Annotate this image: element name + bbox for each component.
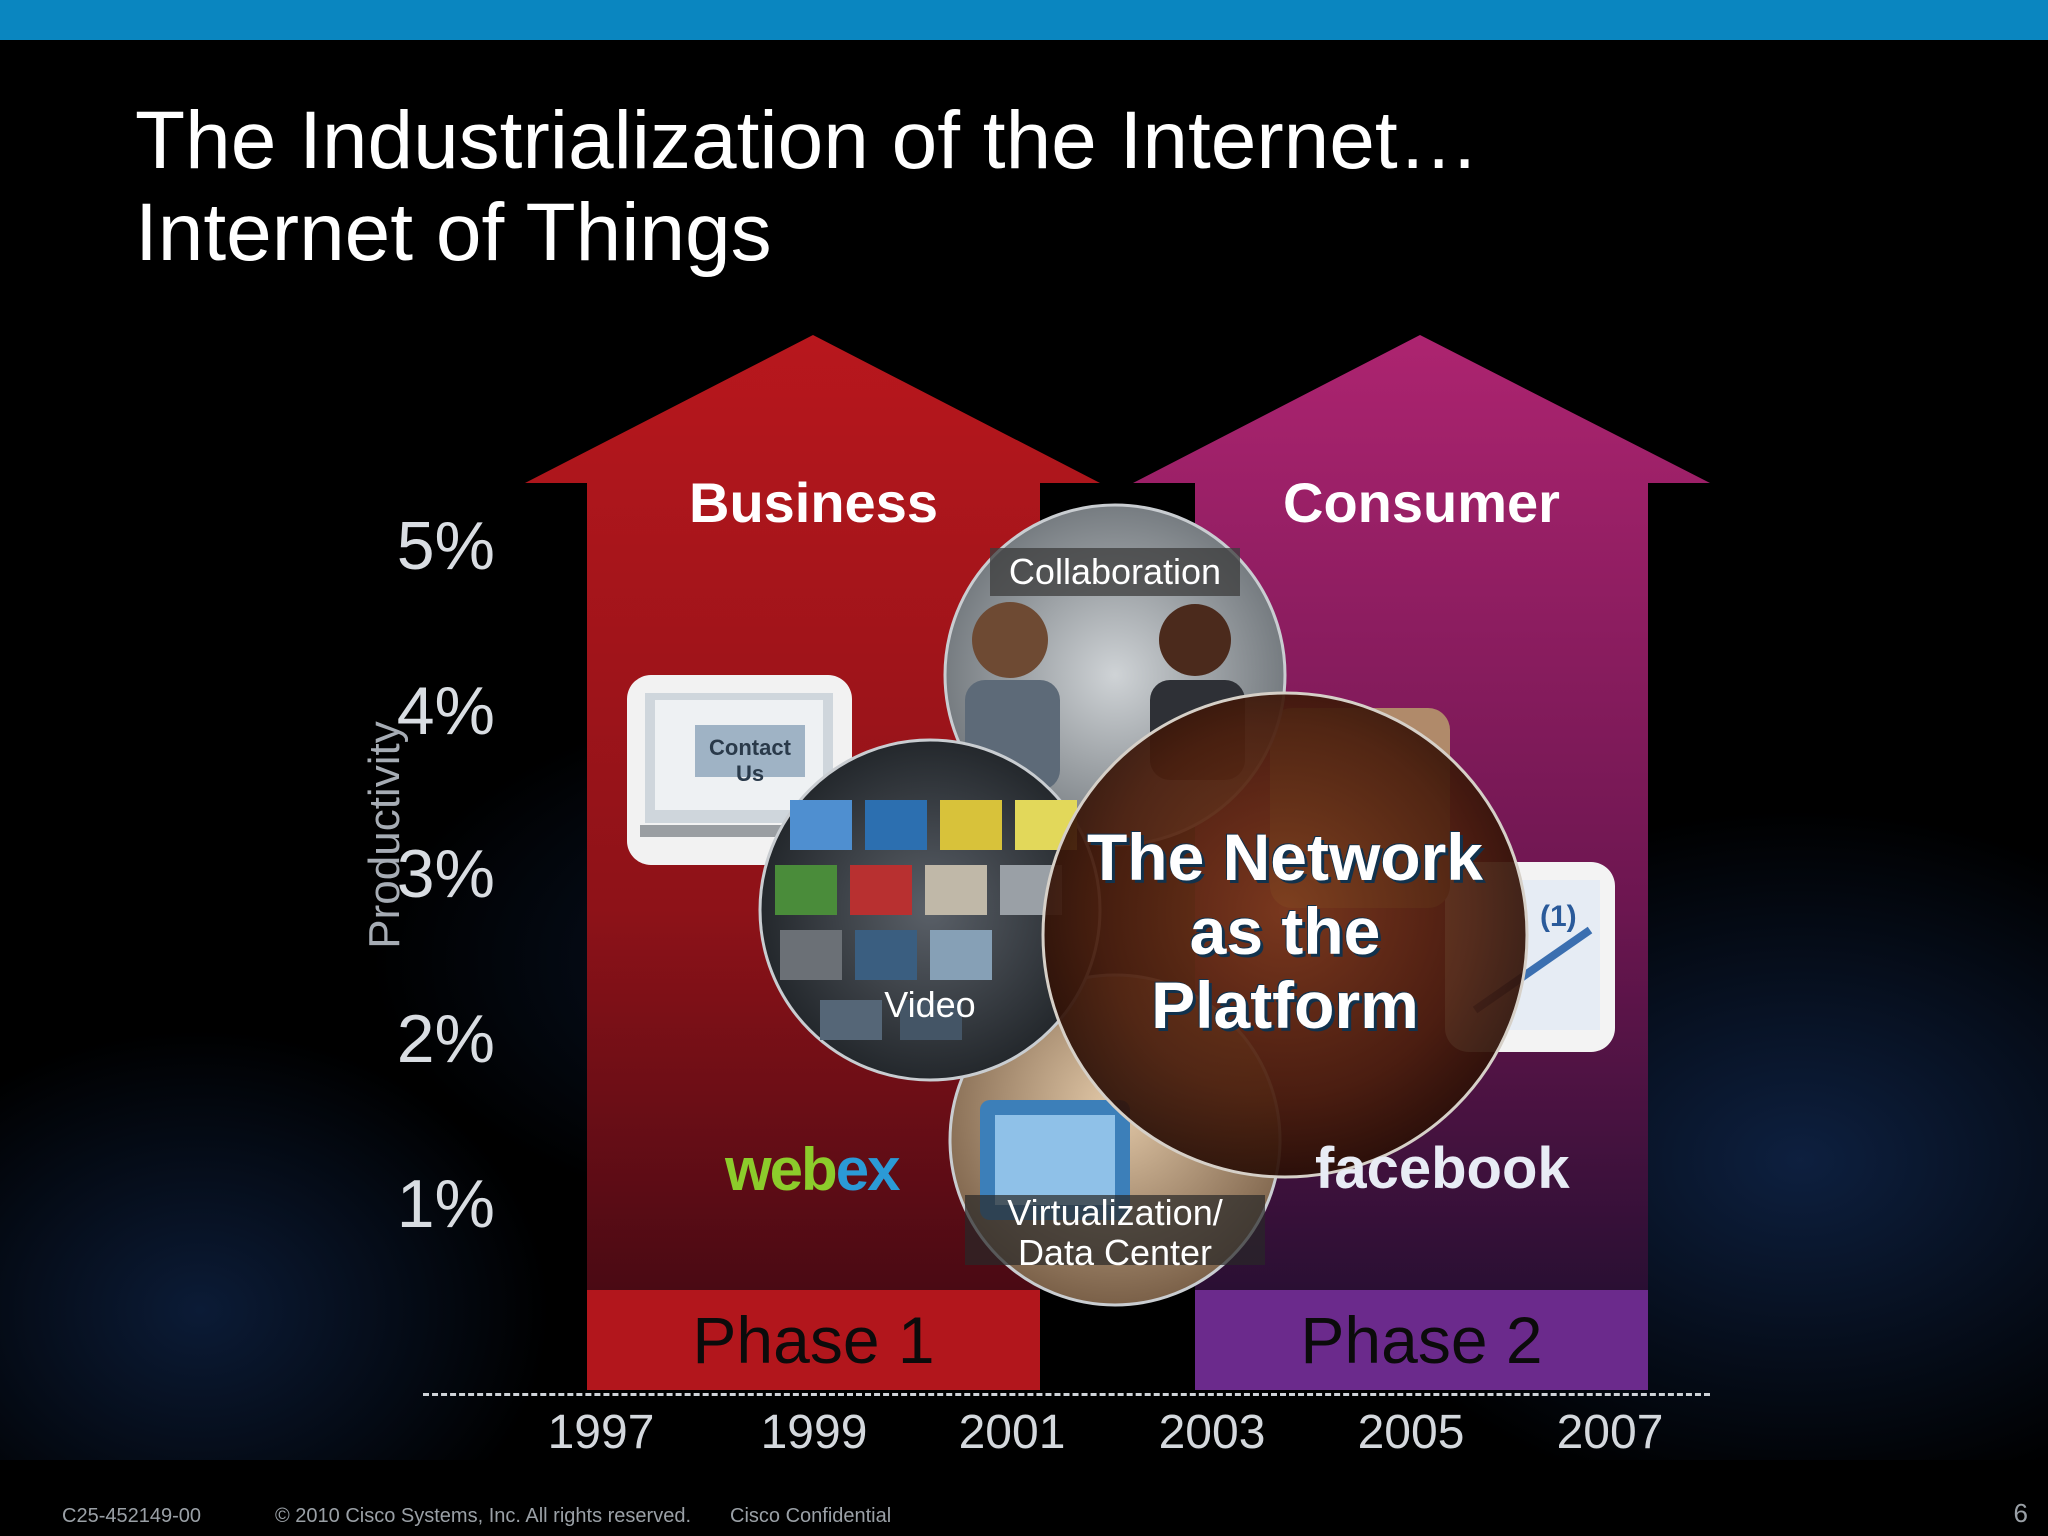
y-tick-2: 2% (396, 1001, 495, 1077)
page-number: 6 (2013, 1498, 2028, 1528)
x-tick-2001: 2001 (958, 1406, 1066, 1459)
network-platform-text: The Network as the Platform (1045, 820, 1525, 1042)
phase-1-label: Phase 1 (692, 1303, 935, 1377)
virtualization-label-line-1: Virtualization/ (1007, 1192, 1223, 1233)
webex-logo: webex (725, 1135, 901, 1204)
facebook-logo: facebook (1315, 1136, 1570, 1201)
video-tiles (775, 800, 1077, 1040)
top-accent-bar (0, 0, 2048, 40)
x-tick-1999: 1999 (760, 1406, 868, 1459)
phase-2-label: Phase 2 (1300, 1303, 1543, 1377)
webex-logo-part-1: web (725, 1136, 838, 1203)
center-line-2: as the (1189, 894, 1381, 968)
phase-1-box: Phase 1 (587, 1290, 1040, 1390)
starred-tag-text: (1) (1540, 900, 1577, 933)
x-tick-2003: 2003 (1158, 1406, 1266, 1459)
slide-title-line-1: The Industrialization of the Internet… (135, 95, 1480, 186)
x-tick-2005: 2005 (1357, 1406, 1465, 1459)
center-line-1: The Network (1086, 820, 1484, 894)
footer-code: C25-452149-00 (62, 1505, 201, 1527)
footer-confidential: Cisco Confidential (730, 1505, 892, 1527)
footer-copyright: © 2010 Cisco Systems, Inc. All rights re… (275, 1505, 692, 1527)
y-tick-1: 1% (396, 1166, 495, 1242)
virtualization-label-band (965, 1195, 1265, 1265)
slide-title: The Industrialization of the Internet… I… (135, 95, 1480, 279)
y-tick-3: 3% (396, 836, 495, 912)
collaboration-label-band (990, 548, 1240, 596)
consumer-label: Consumer (1283, 471, 1560, 534)
y-tick-4: 4% (396, 673, 495, 749)
x-tick-1997: 1997 (547, 1406, 655, 1459)
video-label: Video (884, 984, 976, 1025)
contact-us-thumbnail (627, 675, 852, 865)
y-tick-5: 5% (396, 508, 495, 584)
x-axis-line (423, 1393, 1710, 1396)
phase-2-box: Phase 2 (1195, 1290, 1648, 1390)
network-platform-circle (1041, 691, 1529, 1179)
webex-logo-part-2: ex (835, 1136, 901, 1203)
virtualization-label-line-2: Data Center (1017, 1232, 1213, 1273)
virtualization-label: Virtualization/ Data Center (965, 1193, 1265, 1273)
contact-us-text: Contact Us (709, 735, 791, 786)
business-label: Business (689, 471, 938, 534)
slide-title-line-2: Internet of Things (135, 187, 772, 278)
collaboration-label: Collaboration (1008, 551, 1222, 592)
x-tick-2007: 2007 (1556, 1406, 1664, 1459)
center-line-3: Platform (1151, 968, 1419, 1042)
